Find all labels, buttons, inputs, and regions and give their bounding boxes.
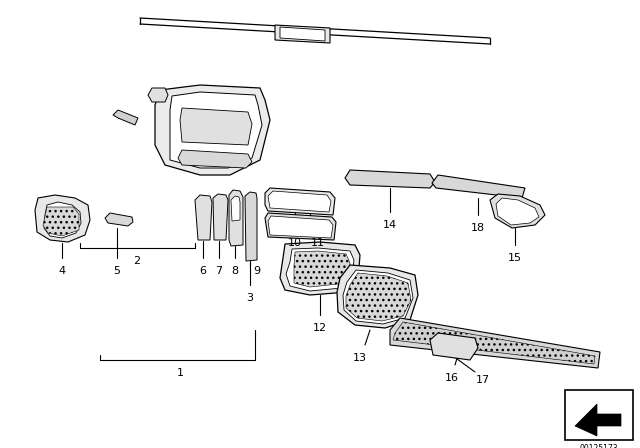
Polygon shape	[286, 248, 354, 291]
Polygon shape	[170, 92, 262, 168]
Polygon shape	[343, 270, 413, 324]
Polygon shape	[280, 27, 325, 41]
Polygon shape	[35, 195, 90, 242]
Polygon shape	[275, 25, 330, 43]
Polygon shape	[390, 318, 600, 368]
Polygon shape	[432, 175, 525, 198]
Polygon shape	[265, 188, 335, 215]
Polygon shape	[113, 110, 138, 125]
Text: 2: 2	[133, 256, 141, 266]
Text: 6: 6	[200, 266, 207, 276]
Polygon shape	[337, 265, 418, 328]
Polygon shape	[346, 273, 411, 321]
Text: 3: 3	[246, 293, 253, 303]
Text: 00125173: 00125173	[580, 444, 618, 448]
Polygon shape	[229, 190, 243, 246]
Polygon shape	[155, 85, 270, 175]
Text: 17: 17	[476, 375, 490, 385]
Text: 11: 11	[311, 238, 325, 248]
Text: 15: 15	[508, 253, 522, 263]
Polygon shape	[280, 242, 360, 295]
Polygon shape	[44, 202, 81, 238]
Text: 7: 7	[216, 266, 223, 276]
Polygon shape	[268, 191, 331, 212]
Polygon shape	[430, 333, 478, 360]
Text: 12: 12	[313, 323, 327, 333]
Polygon shape	[490, 194, 545, 228]
Polygon shape	[231, 196, 240, 221]
Polygon shape	[105, 213, 133, 226]
Polygon shape	[345, 170, 435, 188]
Polygon shape	[575, 404, 621, 436]
Bar	[565, 390, 633, 440]
Text: 14: 14	[383, 220, 397, 230]
Text: 4: 4	[58, 266, 65, 276]
Polygon shape	[294, 251, 350, 287]
Polygon shape	[195, 195, 212, 240]
Text: 9: 9	[253, 266, 260, 276]
Text: 8: 8	[232, 266, 239, 276]
Text: 5: 5	[113, 266, 120, 276]
Polygon shape	[180, 108, 252, 145]
Text: 13: 13	[353, 353, 367, 363]
Polygon shape	[265, 213, 336, 240]
Polygon shape	[43, 207, 79, 236]
Polygon shape	[496, 198, 539, 225]
Text: 16: 16	[445, 373, 459, 383]
Polygon shape	[213, 194, 228, 240]
Text: 1: 1	[177, 368, 184, 378]
Text: 18: 18	[471, 223, 485, 233]
Polygon shape	[393, 322, 595, 364]
Text: 10: 10	[288, 238, 302, 248]
Polygon shape	[268, 216, 333, 238]
Polygon shape	[178, 150, 252, 168]
Polygon shape	[148, 88, 168, 102]
Polygon shape	[245, 192, 257, 261]
